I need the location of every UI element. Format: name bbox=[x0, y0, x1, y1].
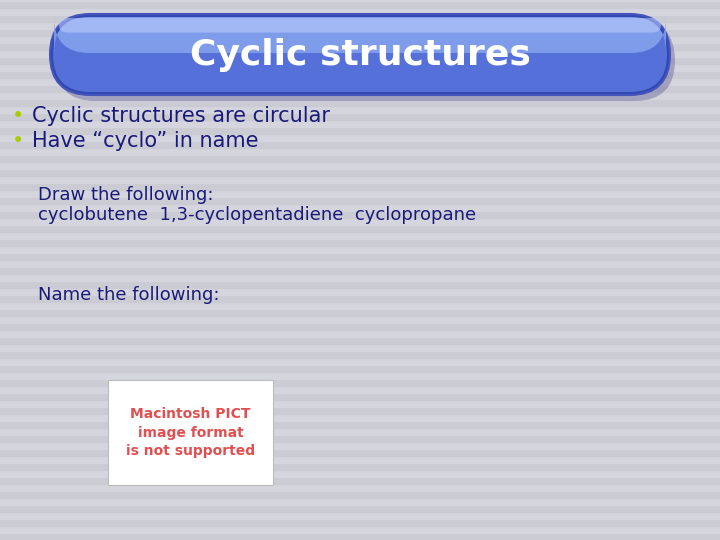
Bar bbox=[0, 218, 720, 225]
Bar bbox=[0, 120, 720, 127]
Bar bbox=[0, 491, 720, 498]
Bar bbox=[0, 50, 720, 57]
Bar bbox=[0, 442, 720, 449]
Bar bbox=[0, 414, 720, 421]
Bar bbox=[0, 295, 720, 302]
Bar bbox=[0, 246, 720, 253]
Bar bbox=[0, 169, 720, 176]
Bar bbox=[0, 519, 720, 526]
Bar bbox=[0, 400, 720, 407]
Bar bbox=[0, 204, 720, 211]
Bar bbox=[0, 372, 720, 379]
Bar bbox=[0, 435, 720, 442]
Text: cyclobutene  1,3-cyclopentadiene  cyclopropane: cyclobutene 1,3-cyclopentadiene cyclopro… bbox=[38, 206, 476, 224]
Bar bbox=[0, 64, 720, 71]
FancyBboxPatch shape bbox=[53, 17, 667, 92]
Bar bbox=[0, 309, 720, 316]
Text: •: • bbox=[12, 131, 24, 151]
Bar bbox=[0, 148, 720, 155]
Text: Draw the following:: Draw the following: bbox=[38, 186, 214, 204]
Bar bbox=[0, 8, 720, 15]
Bar bbox=[0, 533, 720, 540]
Bar bbox=[0, 113, 720, 120]
Bar bbox=[0, 99, 720, 106]
Bar bbox=[0, 22, 720, 29]
Text: Cyclic structures: Cyclic structures bbox=[189, 37, 531, 71]
Bar bbox=[0, 421, 720, 428]
Bar bbox=[0, 288, 720, 295]
FancyBboxPatch shape bbox=[55, 20, 675, 101]
Bar bbox=[0, 260, 720, 267]
Bar bbox=[0, 78, 720, 85]
Bar bbox=[0, 190, 720, 197]
Bar bbox=[0, 57, 720, 64]
Bar bbox=[0, 379, 720, 386]
Bar bbox=[0, 393, 720, 400]
FancyBboxPatch shape bbox=[54, 17, 666, 53]
Bar bbox=[0, 36, 720, 43]
Bar bbox=[0, 141, 720, 148]
Bar bbox=[0, 43, 720, 50]
Text: Name the following:: Name the following: bbox=[38, 286, 220, 304]
Bar bbox=[0, 281, 720, 288]
Bar bbox=[0, 92, 720, 99]
Bar bbox=[0, 477, 720, 484]
Bar bbox=[108, 380, 273, 485]
Bar bbox=[0, 526, 720, 533]
Bar bbox=[0, 197, 720, 204]
Text: •: • bbox=[12, 106, 24, 126]
Bar bbox=[0, 127, 720, 134]
Bar bbox=[0, 1, 720, 8]
Bar bbox=[0, 337, 720, 344]
Bar bbox=[0, 449, 720, 456]
Bar bbox=[0, 463, 720, 470]
Bar bbox=[0, 470, 720, 477]
Bar bbox=[0, 239, 720, 246]
Bar bbox=[0, 106, 720, 113]
Bar bbox=[0, 330, 720, 337]
Text: Have “cyclo” in name: Have “cyclo” in name bbox=[32, 131, 258, 151]
Bar bbox=[0, 316, 720, 323]
Bar bbox=[0, 211, 720, 218]
Bar bbox=[0, 134, 720, 141]
Text: is not supported: is not supported bbox=[126, 443, 255, 457]
Bar bbox=[0, 344, 720, 351]
Bar bbox=[0, 386, 720, 393]
Bar bbox=[0, 351, 720, 358]
Bar bbox=[0, 484, 720, 491]
Bar bbox=[0, 498, 720, 505]
Bar bbox=[0, 428, 720, 435]
FancyBboxPatch shape bbox=[59, 18, 661, 32]
Bar bbox=[0, 407, 720, 414]
Text: Macintosh PICT: Macintosh PICT bbox=[130, 408, 251, 422]
Bar bbox=[0, 85, 720, 92]
Bar bbox=[0, 253, 720, 260]
Bar bbox=[0, 183, 720, 190]
Text: image format: image format bbox=[138, 426, 243, 440]
Bar bbox=[0, 512, 720, 519]
Bar bbox=[0, 155, 720, 162]
Bar bbox=[0, 15, 720, 22]
Bar bbox=[0, 71, 720, 78]
Bar bbox=[0, 162, 720, 169]
Bar bbox=[0, 29, 720, 36]
Bar bbox=[0, 358, 720, 365]
Bar bbox=[0, 0, 720, 1]
Bar bbox=[0, 505, 720, 512]
Bar bbox=[0, 302, 720, 309]
Text: Cyclic structures are circular: Cyclic structures are circular bbox=[32, 106, 330, 126]
Bar bbox=[0, 456, 720, 463]
Bar bbox=[0, 323, 720, 330]
Bar bbox=[0, 225, 720, 232]
Bar bbox=[0, 365, 720, 372]
Bar bbox=[0, 267, 720, 274]
FancyBboxPatch shape bbox=[50, 14, 670, 95]
Bar bbox=[0, 232, 720, 239]
Bar bbox=[0, 274, 720, 281]
Bar bbox=[0, 176, 720, 183]
